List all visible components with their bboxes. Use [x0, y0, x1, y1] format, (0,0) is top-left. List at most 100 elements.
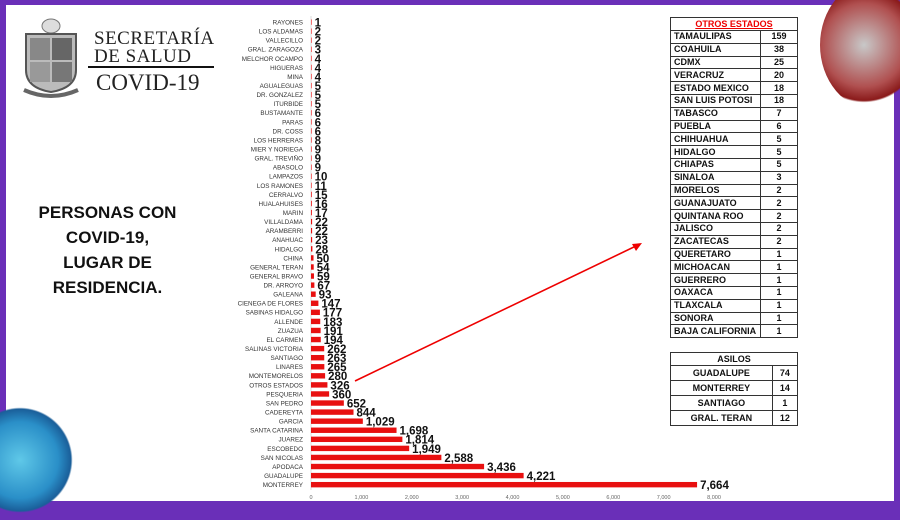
category-label: MONTERREY	[263, 482, 304, 489]
table-row: SINALOA 3	[670, 170, 798, 185]
table-row: CHIAPAS 5	[670, 157, 798, 172]
bar	[311, 463, 485, 470]
cell-value: 1	[760, 260, 798, 275]
category-label: GRAL. TREVIÑO	[254, 154, 303, 163]
value-label: 183	[323, 317, 342, 329]
bar	[311, 228, 313, 234]
value-label: 59	[317, 271, 330, 283]
table-row: GUADALUPE 74	[670, 365, 799, 381]
bar	[311, 400, 344, 406]
x-tick-label: 6,000	[606, 495, 620, 501]
value-label: 6	[315, 117, 321, 129]
category-label: ARAMBERRI	[266, 228, 304, 235]
category-label: RAYONES	[273, 20, 303, 27]
cell-value: 1	[760, 311, 798, 326]
table-row: MICHOACAN 1	[670, 260, 798, 275]
cell-value: 1	[760, 324, 798, 339]
brand-line-1: SECRETARÍA	[94, 28, 215, 49]
annotation-arrow	[354, 245, 637, 382]
value-label: 15	[315, 190, 328, 202]
category-label: SABINAS HIDALGO	[246, 310, 303, 317]
category-label: LOS ALDAMAS	[259, 29, 303, 36]
cell-value: 12	[771, 410, 799, 426]
value-label: 1,814	[405, 435, 434, 447]
value-label: 9	[315, 144, 321, 156]
table-row: PUEBLA 6	[670, 119, 798, 134]
table-row: CDMX 25	[670, 55, 798, 70]
bar	[311, 345, 325, 352]
category-label: DR. COSS	[273, 128, 303, 135]
category-label: SALINAS VICTORIA	[245, 346, 304, 353]
x-tick-label: 0	[309, 495, 312, 501]
cell-name: MONTERREY	[670, 380, 773, 396]
category-label: GUADALUPE	[264, 473, 303, 480]
cell-value: 38	[760, 42, 798, 57]
cell-name: TAMAULIPAS	[670, 30, 761, 44]
bar	[311, 101, 312, 107]
bar	[311, 218, 313, 225]
category-label: OTROS ESTADOS	[249, 382, 303, 389]
otros-estados-title: OTROS ESTADOS	[670, 17, 798, 31]
bar	[311, 309, 320, 316]
category-label: LOS HERRERAS	[254, 137, 303, 144]
value-label: 177	[323, 308, 342, 320]
bar	[311, 28, 312, 34]
value-label: 360	[332, 389, 351, 401]
cell-name: SANTIAGO	[670, 395, 773, 411]
value-label: 194	[324, 335, 344, 347]
category-label: GARCIA	[279, 419, 304, 426]
bar	[311, 354, 325, 361]
category-label: LINARES	[276, 364, 303, 371]
state-seal-logo	[23, 18, 79, 98]
cell-name: CHIHUAHUA	[670, 132, 761, 147]
cell-value: 5	[760, 157, 798, 172]
table-row: OAXACA 1	[670, 285, 798, 300]
cell-value: 1	[760, 247, 798, 262]
cell-name: COAHUILA	[670, 42, 761, 57]
cell-name: MORELOS	[670, 183, 761, 198]
bar	[311, 164, 312, 170]
value-label: 1	[315, 18, 322, 30]
value-label: 4,221	[527, 471, 556, 483]
bar	[311, 128, 312, 134]
bar	[311, 82, 312, 89]
cell-name: GUADALUPE	[670, 365, 773, 381]
x-tick-label: 3,000	[455, 495, 469, 501]
cell-value: 5	[760, 132, 798, 147]
value-label: 652	[347, 398, 366, 410]
cell-name: GRAL. TERAN	[670, 410, 773, 426]
bar	[311, 418, 363, 424]
cell-name: SINALOA	[670, 170, 761, 185]
bar	[311, 373, 326, 379]
value-label: 11	[315, 181, 328, 193]
value-label: 2,588	[444, 453, 473, 465]
category-label: CIENEGA DE FLORES	[238, 301, 303, 308]
value-label: 22	[315, 217, 328, 229]
brand-subtitle: COVID-19	[96, 70, 200, 95]
table-row: ESTADO MEXICO 18	[670, 81, 798, 95]
category-label: CERRALVO	[269, 192, 303, 199]
category-label: MINA	[287, 74, 304, 81]
cell-name: VERACRUZ	[670, 68, 761, 83]
cell-value: 18	[760, 93, 798, 108]
value-label: 2	[315, 27, 321, 39]
category-label: ZUAZUA	[278, 328, 304, 335]
table-row: HIDALGO 5	[670, 145, 798, 159]
arrowhead-icon	[632, 243, 642, 251]
brand-divider	[88, 66, 214, 68]
value-label: 9	[315, 154, 321, 166]
table-row: CHIHUAHUA 5	[670, 132, 798, 147]
value-label: 4	[315, 72, 322, 84]
table-row: TABASCO 7	[670, 106, 798, 121]
cell-value: 1	[760, 298, 798, 313]
table-row: QUINTANA ROO 2	[670, 209, 798, 223]
otros-estados-table: OTROS ESTADOS TAMAULIPAS 159 COAHUILA 38 CDM…	[670, 17, 798, 339]
bar	[311, 318, 321, 325]
value-label: 5	[315, 81, 322, 93]
cell-value: 2	[760, 209, 798, 223]
cell-value: 20	[760, 68, 798, 83]
bar	[311, 209, 312, 216]
value-label: 16	[315, 199, 328, 211]
category-label: MELCHOR OCAMPO	[242, 56, 303, 63]
bar	[311, 382, 328, 388]
